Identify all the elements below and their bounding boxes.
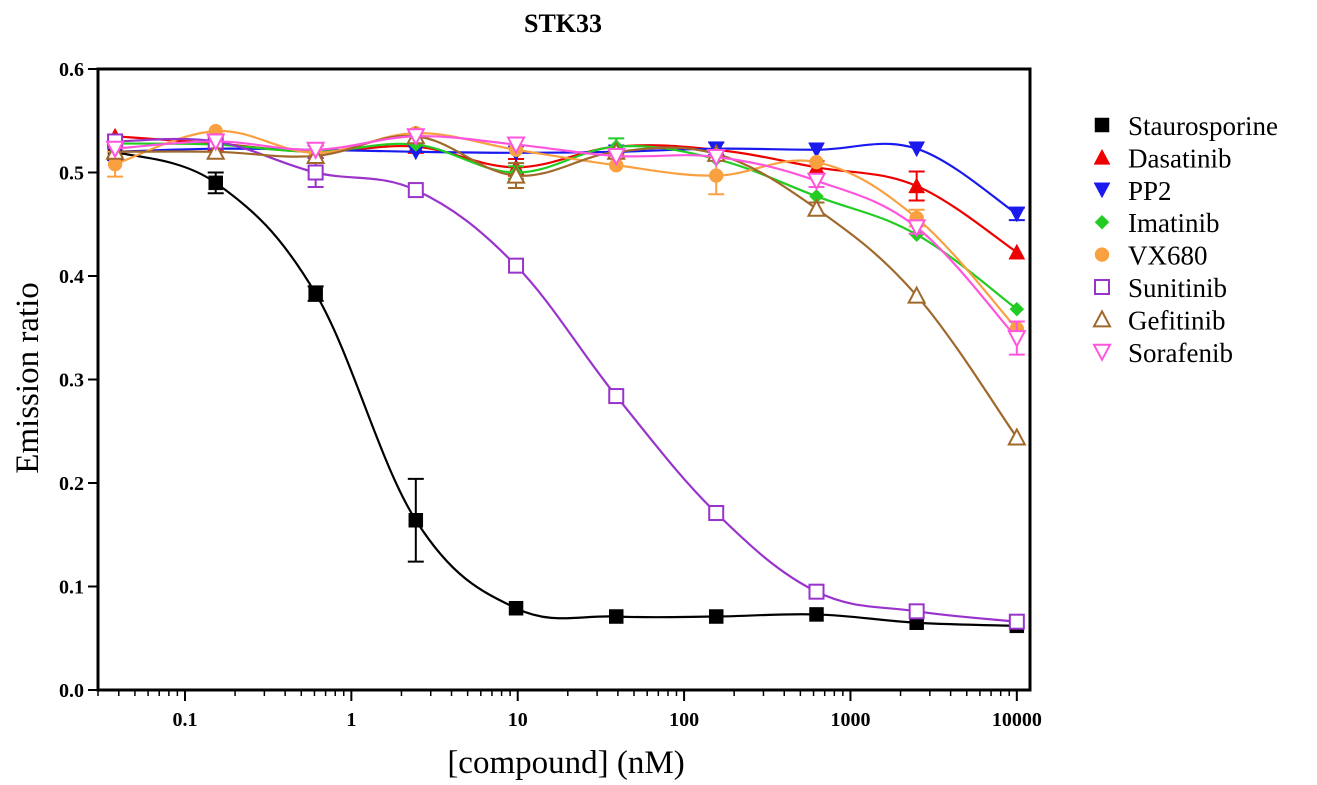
fit-curve bbox=[115, 134, 1018, 439]
x-tick-label: 1000 bbox=[830, 709, 870, 731]
legend-label: Gefitinib bbox=[1128, 305, 1225, 335]
y-tick-label: 0.5 bbox=[59, 163, 84, 185]
data-point bbox=[908, 177, 926, 194]
x-tick-label: 100 bbox=[669, 709, 699, 731]
data-point bbox=[508, 257, 525, 274]
legend-marker bbox=[1094, 247, 1110, 262]
data-point bbox=[1008, 206, 1026, 223]
axes: 0.1 1 10 100 1000 10000 0.0 0.1 0.2 0.3 0.4 0.5 0.6 bbox=[59, 59, 1042, 731]
series-vx680 bbox=[107, 123, 1025, 337]
fit-curve bbox=[115, 142, 1018, 311]
data-point bbox=[308, 286, 323, 301]
data-point bbox=[506, 136, 526, 155]
legend-label: PP2 bbox=[1128, 176, 1172, 206]
data-point bbox=[906, 285, 927, 304]
data-point bbox=[708, 609, 724, 624]
data-point bbox=[906, 219, 927, 238]
data-point bbox=[506, 165, 526, 184]
data-point bbox=[305, 141, 326, 160]
y-axis-label: Emission ratio bbox=[10, 282, 46, 474]
data-point bbox=[1007, 427, 1027, 446]
legend-label: Staurosporine bbox=[1128, 111, 1278, 141]
data-point bbox=[809, 607, 824, 622]
data-point bbox=[408, 513, 424, 528]
y-tick-label: 0.4 bbox=[59, 266, 84, 288]
y-tick-label: 0.3 bbox=[59, 370, 84, 392]
data-point bbox=[806, 198, 827, 217]
data-point bbox=[1009, 301, 1025, 317]
series-staurosporine bbox=[107, 144, 1025, 634]
data-point bbox=[808, 583, 825, 600]
legend-marker bbox=[1092, 309, 1112, 328]
data-point bbox=[1008, 613, 1025, 630]
chart-title: STK33 bbox=[524, 9, 602, 38]
fit-curve bbox=[115, 137, 1017, 623]
data-point bbox=[809, 154, 824, 170]
data-point bbox=[908, 141, 926, 158]
legend-label: Sorafenib bbox=[1128, 338, 1233, 368]
data-point bbox=[608, 388, 625, 405]
legend-marker bbox=[1092, 343, 1112, 362]
legend-marker bbox=[1094, 279, 1110, 295]
legend-marker bbox=[1094, 117, 1110, 133]
data-point bbox=[1008, 243, 1026, 260]
x-tick-label: 0.1 bbox=[172, 709, 197, 731]
data-point bbox=[406, 128, 426, 147]
data-point bbox=[206, 133, 226, 152]
data-point bbox=[708, 168, 724, 183]
x-axis-label: [compound] (nM) bbox=[447, 745, 684, 781]
legend-marker bbox=[1093, 148, 1111, 165]
series-sunitinib bbox=[107, 133, 1025, 630]
data-point bbox=[606, 147, 626, 167]
legend-label: Dasatinib bbox=[1128, 143, 1231, 173]
data-point bbox=[105, 140, 125, 159]
series-imatinib bbox=[107, 136, 1025, 317]
data-point bbox=[706, 148, 726, 168]
series-sorafenib bbox=[105, 128, 1027, 356]
data-point bbox=[407, 182, 424, 199]
data-point bbox=[208, 175, 223, 191]
data-point bbox=[307, 164, 324, 181]
legend-label: VX680 bbox=[1128, 241, 1208, 271]
y-tick-label: 0.1 bbox=[59, 577, 84, 599]
data-point bbox=[808, 142, 825, 159]
y-tick-label: 0.2 bbox=[59, 473, 84, 495]
data-point bbox=[908, 603, 925, 620]
fit-curve bbox=[114, 150, 1017, 627]
legend: StaurosporineDasatinibPP2ImatinibVX680Su… bbox=[1092, 111, 1278, 368]
data-point bbox=[1007, 330, 1027, 349]
data-point bbox=[608, 609, 624, 624]
legend-marker bbox=[1094, 214, 1110, 230]
x-tick-label: 1 bbox=[346, 709, 356, 731]
fit-curve bbox=[114, 129, 1018, 330]
fit-curve bbox=[115, 135, 1018, 339]
legend-label: Imatinib bbox=[1128, 208, 1219, 238]
x-tick-label: 10000 bbox=[992, 709, 1042, 731]
y-tick-label: 0.0 bbox=[59, 680, 84, 702]
data-point bbox=[806, 172, 827, 191]
data-point bbox=[708, 505, 725, 522]
y-tick-label: 0.6 bbox=[59, 59, 84, 81]
legend-marker bbox=[1093, 182, 1111, 199]
x-tick-label: 10 bbox=[508, 709, 528, 731]
plot-area bbox=[105, 123, 1027, 634]
legend-label: Sunitinib bbox=[1128, 273, 1227, 303]
data-point bbox=[508, 600, 524, 616]
